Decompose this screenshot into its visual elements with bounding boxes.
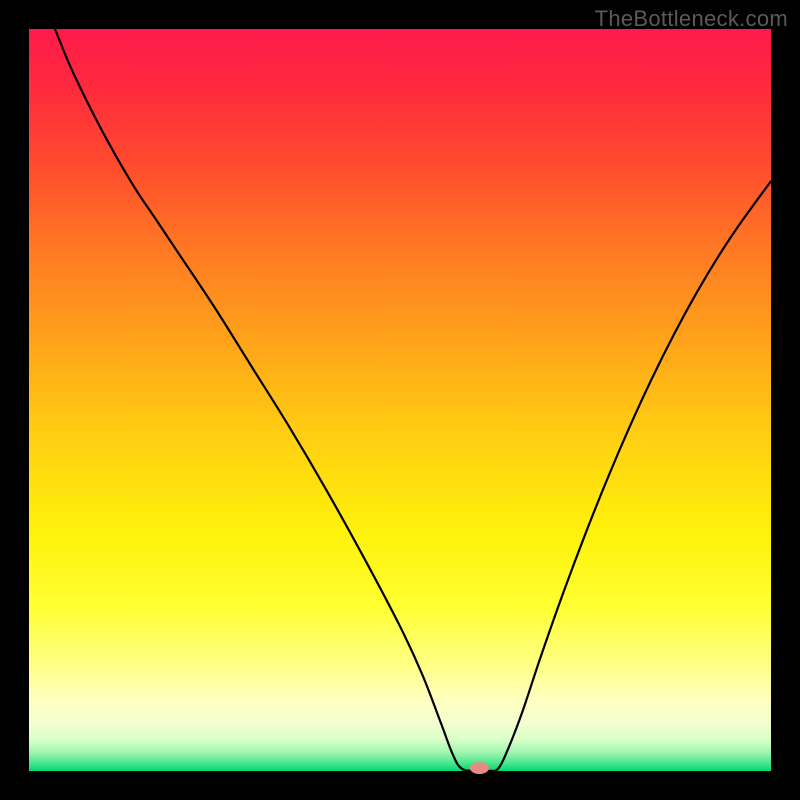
bottleneck-chart	[0, 0, 800, 800]
optimum-marker	[470, 763, 488, 774]
plot-background	[29, 29, 771, 771]
chart-frame: TheBottleneck.com	[0, 0, 800, 800]
watermark-label: TheBottleneck.com	[595, 6, 788, 32]
